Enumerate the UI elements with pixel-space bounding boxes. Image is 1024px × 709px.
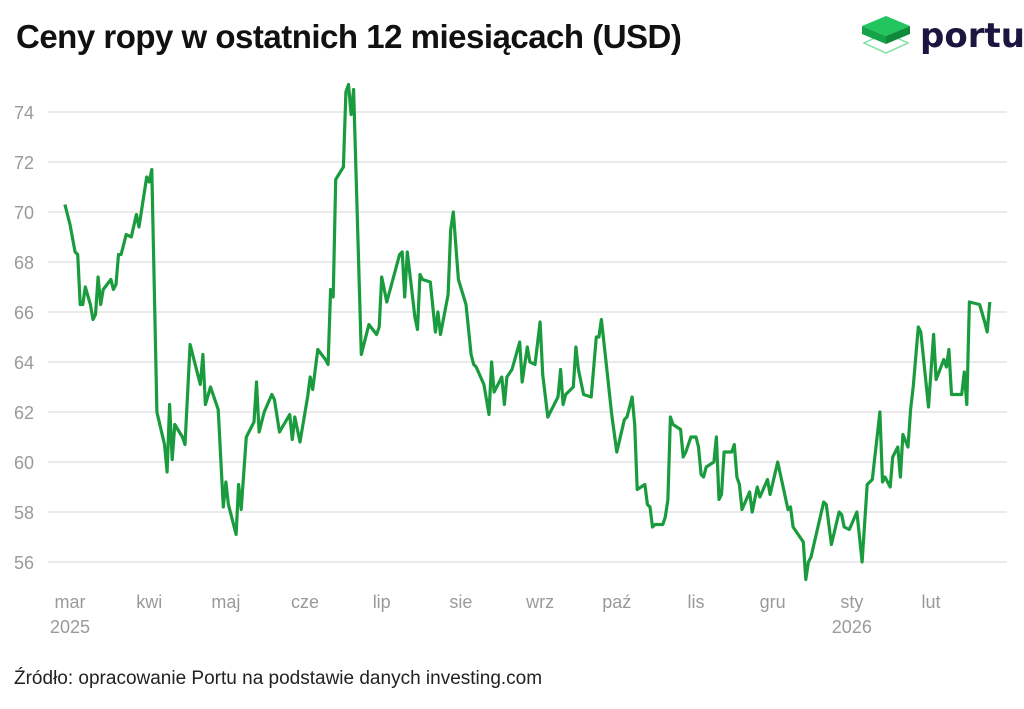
y-tick-label: 58 xyxy=(14,503,34,523)
x-tick-year-label: 2026 xyxy=(832,617,872,637)
series-line-oil-price xyxy=(63,82,992,582)
x-axis-ticks: mar 2025 kwi maj cze lip sie wrz paź lis gru sty 202… xyxy=(50,592,941,637)
gridlines xyxy=(48,111,1007,563)
x-tick-label: wrz xyxy=(525,592,554,612)
x-tick-label: sty xyxy=(840,592,863,612)
y-tick-label: 72 xyxy=(14,153,34,173)
y-tick-label: 64 xyxy=(14,353,34,373)
line-chart: 56 58 60 62 64 66 68 70 72 74 mar 2025 kwi maj cze lip… xyxy=(14,82,1007,637)
y-tick-label: 68 xyxy=(14,253,34,273)
portu-logo: portu xyxy=(860,12,1024,60)
y-tick-label: 70 xyxy=(14,203,34,223)
x-tick-label: gru xyxy=(760,592,786,612)
y-tick-label: 74 xyxy=(14,103,34,123)
source-note: Źródło: opracowanie Portu na podstawie d… xyxy=(14,668,543,689)
x-tick-label: lut xyxy=(922,592,941,612)
y-tick-label: 62 xyxy=(14,403,34,423)
portu-logo-icon xyxy=(862,16,910,54)
chart-title: Ceny ropy w ostatnich 12 miesiącach (USD… xyxy=(16,18,682,55)
y-tick-label: 66 xyxy=(14,303,34,323)
x-tick-label: lip xyxy=(373,592,391,612)
portu-logo-text: portu xyxy=(920,16,1024,56)
x-tick-year-label: 2025 xyxy=(50,617,90,637)
x-tick-label: maj xyxy=(211,592,240,612)
y-axis-ticks: 56 58 60 62 64 66 68 70 72 74 xyxy=(14,103,34,573)
x-tick-label: cze xyxy=(291,592,319,612)
y-tick-label: 60 xyxy=(14,453,34,473)
x-tick-label: sie xyxy=(449,592,472,612)
x-tick-label: paź xyxy=(602,592,631,612)
x-tick-label: kwi xyxy=(136,592,162,612)
y-tick-label: 56 xyxy=(14,553,34,573)
x-tick-label: lis xyxy=(687,592,704,612)
x-tick-label: mar xyxy=(55,592,86,612)
